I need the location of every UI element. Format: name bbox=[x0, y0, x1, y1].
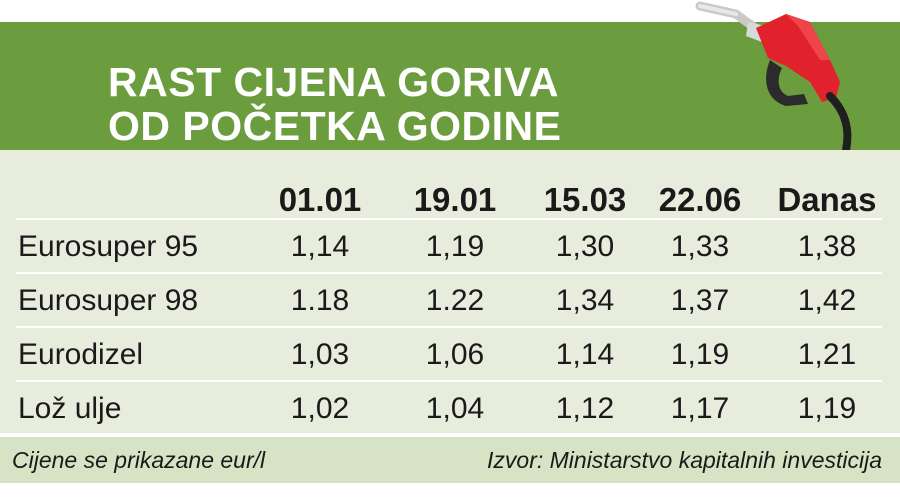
table-cell: 1.22 bbox=[425, 284, 485, 317]
row-label: Eurosuper 98 bbox=[18, 284, 199, 317]
infographic-title: RAST CIJENA GORIVA OD POČETKA GODINE bbox=[108, 60, 561, 148]
table-cell: 1,37 bbox=[670, 284, 730, 317]
row-label: Eurosuper 95 bbox=[18, 230, 199, 263]
table-cell: 1,14 bbox=[290, 230, 350, 263]
table-row-loz-ulje: Lož ulje 1,02 1,04 1,12 1,17 1,19 bbox=[16, 380, 882, 435]
table-cell: 1,02 bbox=[290, 392, 350, 425]
source-note: Izvor: Ministarstvo kapitalnih investici… bbox=[487, 447, 882, 473]
column-header-1503: 15.03 bbox=[543, 181, 627, 218]
table-header-row: 01.01 19.01 15.03 22.06 Danas bbox=[0, 180, 900, 220]
table-cell: 1,03 bbox=[290, 338, 350, 371]
table-cell: 1.18 bbox=[290, 284, 350, 317]
footer-bar: Cijene se prikazane eur/l Izvor: Minista… bbox=[0, 437, 900, 483]
fuel-pump-nozzle-icon bbox=[695, 1, 852, 150]
table-row-eurosuper-95: Eurosuper 95 1,14 1,19 1,30 1,33 1,38 bbox=[16, 218, 882, 273]
title-banner: RAST CIJENA GORIVA OD POČETKA GODINE bbox=[0, 22, 900, 150]
title-line-2: OD POČETKA GODINE bbox=[108, 103, 562, 149]
unit-note: Cijene se prikazane eur/l bbox=[12, 447, 266, 473]
table-cell: 1,14 bbox=[555, 338, 615, 371]
table-cell: 1,30 bbox=[555, 230, 615, 263]
table-cell: 1,06 bbox=[425, 338, 485, 371]
column-header-1901: 19.01 bbox=[413, 181, 497, 218]
title-line-1: RAST CIJENA GORIVA bbox=[108, 59, 559, 105]
table-cell: 1,17 bbox=[670, 392, 730, 425]
table-row-eurodizel: Eurodizel 1,03 1,06 1,14 1,19 1,21 bbox=[16, 326, 882, 381]
table-cell: 1,12 bbox=[555, 392, 615, 425]
row-label: Lož ulje bbox=[18, 392, 122, 425]
table-cell: 1,04 bbox=[425, 392, 485, 425]
table-cell: 1,38 bbox=[797, 230, 857, 263]
table-cell: 1,19 bbox=[670, 338, 730, 371]
row-label: Eurodizel bbox=[18, 338, 144, 371]
price-table bbox=[0, 150, 900, 433]
column-header-2206: 22.06 bbox=[658, 181, 742, 218]
column-header-danas: Danas bbox=[777, 181, 877, 218]
table-cell: 1,42 bbox=[797, 284, 857, 317]
table-cell: 1,19 bbox=[425, 230, 485, 263]
table-cell: 1,33 bbox=[670, 230, 730, 263]
column-header-0101: 01.01 bbox=[278, 181, 362, 218]
table-row-eurosuper-98: Eurosuper 98 1.18 1.22 1,34 1,37 1,42 bbox=[16, 272, 882, 327]
table-cell: 1,21 bbox=[797, 338, 857, 371]
table-cell: 1,19 bbox=[797, 392, 857, 425]
table-cell: 1,34 bbox=[555, 284, 615, 317]
